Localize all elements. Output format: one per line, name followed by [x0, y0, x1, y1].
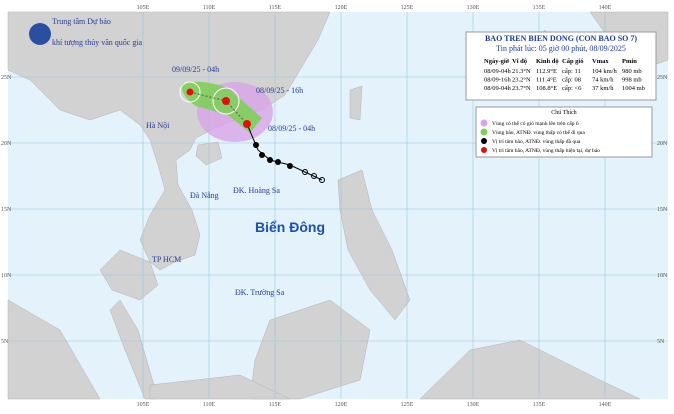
lat-label: 5N	[1, 339, 9, 345]
lat-label: 5N	[657, 339, 665, 345]
forecast-ring	[179, 81, 201, 103]
lon-label: 105E	[137, 5, 150, 11]
track-label: 08/09/25 - 16h	[256, 86, 303, 95]
lon-label: 115E	[269, 5, 282, 11]
cell: 998 mb	[622, 77, 642, 84]
lon-label: 125E	[401, 5, 414, 11]
lon-label: 130E	[467, 402, 480, 408]
track-label: 09/09/25 - 04h	[172, 65, 219, 74]
place: ĐK. Hoàng Sa	[233, 186, 280, 195]
column-header: Pmin	[622, 58, 637, 65]
cell: cấp: 08	[562, 77, 581, 84]
lat-label: 25N	[1, 75, 12, 81]
lat-label: 20N	[657, 141, 668, 147]
legend-item: Vị trí tâm bão, ATNĐ. vùng thấp đã qua	[492, 138, 581, 145]
track-label: 08/09/25 - 04h	[268, 124, 315, 133]
lat-label: 15N	[657, 207, 668, 213]
column-header: Cấp gió	[562, 58, 584, 65]
column-header: Kinh độ	[536, 58, 559, 65]
cell: 08/09-04h	[484, 68, 511, 75]
lon-label: 140E	[599, 402, 612, 408]
cell: 23.7°N	[512, 85, 531, 92]
lat-label: 15N	[1, 207, 12, 213]
current-position	[243, 120, 251, 128]
place: Đà Nẵng	[190, 191, 219, 200]
column-header: Vmax	[592, 58, 609, 65]
lon-label: 135E	[533, 5, 546, 11]
cell: 37 km/h	[592, 85, 614, 92]
info-box: BAO TREN BIEN DONG (CON BAO SO 7) Tin ph…	[465, 31, 657, 101]
legend-title: Chú Thích	[551, 110, 576, 116]
cell: 08/09-16h	[484, 77, 511, 84]
cell: 112.9°E	[536, 68, 557, 75]
forecast-position	[186, 88, 194, 96]
issued: Tin phát lúc: 05 giờ 00 phút, 08/09/2025	[496, 44, 626, 53]
lon-label: 120E	[335, 402, 348, 408]
lon-label: 105E	[137, 402, 150, 408]
sea-name: Biển Đông	[255, 219, 325, 235]
lon-label: 110E	[203, 5, 216, 11]
lat-label: 20N	[1, 141, 12, 147]
lon-label: 125E	[401, 402, 414, 408]
title: BAO TREN BIEN DONG (CON BAO SO 7)	[485, 34, 637, 43]
cell: 108.8°E	[536, 85, 557, 92]
cell: 980 mb	[622, 68, 642, 75]
lat-label: 10N	[1, 273, 12, 279]
lon-label: 120E	[335, 5, 348, 11]
cell: 111.4°E	[536, 77, 557, 84]
cell: 1004 mb	[622, 85, 645, 92]
lat-label: 25N	[657, 75, 668, 81]
legend: Chú Thích Vùng có thể có gió mạnh lên tr…	[475, 106, 653, 158]
forecast-position	[222, 97, 230, 105]
agency: Trung tâm Dự báo	[52, 17, 111, 26]
lon-label: 140E	[599, 5, 612, 11]
forecast-ring	[212, 87, 240, 115]
past-positions	[253, 142, 325, 183]
legend-item: Vùng bão, ATNĐ. vùng thấp có thể đi qua	[492, 129, 585, 136]
legend-item: Vị trí tâm bão, ATNĐ, vùng thấp hiện tại…	[492, 147, 600, 154]
cell: 21.3°N	[512, 68, 531, 75]
column-header: Ngày-giờ	[484, 58, 510, 65]
place: TP HCM	[152, 255, 181, 264]
legend-item: Vùng có thể có gió mạnh lên trên cấp 6	[492, 120, 579, 127]
cell: cấp: 11	[562, 68, 581, 75]
agency: khí tượng thủy văn quốc gia	[52, 38, 143, 47]
cell: 104 km/h	[592, 68, 617, 75]
place: ĐK. Trường Sa	[235, 288, 285, 297]
lon-label: 135E	[533, 402, 546, 408]
cell: cấp: <6	[562, 85, 582, 92]
logo	[29, 23, 51, 45]
column-header: Vĩ độ	[512, 58, 527, 65]
lon-label: 115E	[269, 402, 282, 408]
cell: 08/09-04h	[484, 85, 511, 92]
place: Hà Nội	[146, 121, 170, 130]
cell: 74 km/h	[592, 77, 614, 84]
lon-label: 130E	[467, 5, 480, 11]
cell: 23.2°N	[512, 77, 531, 84]
lat-label: 10N	[657, 273, 668, 279]
lon-label: 110E	[203, 402, 216, 408]
